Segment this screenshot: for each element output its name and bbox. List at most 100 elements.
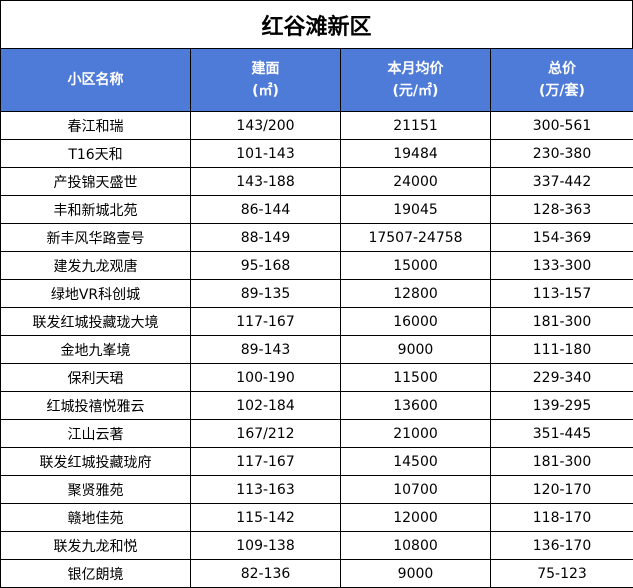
cell-price: 17507-24758 <box>340 223 491 252</box>
header-area-unit: (㎡) <box>252 83 279 99</box>
table-row: 保利天珺 100-190 11500 229-340 <box>0 363 633 392</box>
cell-area: 82-136 <box>190 559 341 588</box>
header-name: 小区名称 <box>0 48 191 112</box>
cell-price: 21000 <box>340 419 491 448</box>
cell-total: 337-442 <box>490 167 633 196</box>
cell-total: 136-170 <box>490 531 633 560</box>
cell-price: 19045 <box>340 195 491 224</box>
cell-area: 89-143 <box>190 335 341 364</box>
cell-price: 12800 <box>340 279 491 308</box>
cell-total: 181-300 <box>490 307 633 336</box>
table-row: T16天和 101-143 19484 230-380 <box>0 139 633 168</box>
table-row: 联发九龙和悦 109-138 10800 136-170 <box>0 531 633 560</box>
cell-area: 101-143 <box>190 139 341 168</box>
cell-name: 新丰风华路壹号 <box>0 223 191 252</box>
cell-area: 102-184 <box>190 391 341 420</box>
cell-name: 联发九龙和悦 <box>0 531 191 560</box>
table-row: 新丰风华路壹号 88-149 17507-24758 154-369 <box>0 223 633 252</box>
table-row: 联发红城投藏珑大境 117-167 16000 181-300 <box>0 307 633 336</box>
cell-price: 15000 <box>340 251 491 280</box>
cell-name: 产投锦天盛世 <box>0 167 191 196</box>
cell-total: 181-300 <box>490 447 633 476</box>
cell-area: 86-144 <box>190 195 341 224</box>
table-row: 建发九龙观唐 95-168 15000 133-300 <box>0 251 633 280</box>
table-row: 聚贤雅苑 113-163 10700 120-170 <box>0 475 633 504</box>
table-row: 春江和瑞 143/200 21151 300-561 <box>0 111 633 140</box>
header-price: 本月均价 (元/㎡) <box>340 48 491 112</box>
table-row: 红城投禧悦雅云 102-184 13600 139-295 <box>0 391 633 420</box>
cell-name: 金地九峯境 <box>0 335 191 364</box>
cell-name: 聚贤雅苑 <box>0 475 191 504</box>
cell-area: 117-167 <box>190 447 341 476</box>
cell-price: 14500 <box>340 447 491 476</box>
cell-area: 109-138 <box>190 531 341 560</box>
cell-area: 115-142 <box>190 503 341 532</box>
cell-total: 133-300 <box>490 251 633 280</box>
cell-name: 建发九龙观唐 <box>0 251 191 280</box>
cell-price: 19484 <box>340 139 491 168</box>
table-row: 赣地佳苑 115-142 12000 118-170 <box>0 503 633 532</box>
cell-total: 300-561 <box>490 111 633 140</box>
cell-area: 143/200 <box>190 111 341 140</box>
header-price-unit: (元/㎡) <box>392 83 439 99</box>
cell-total: 139-295 <box>490 391 633 420</box>
header-total-unit: (万/套) <box>539 83 585 99</box>
cell-area: 117-167 <box>190 307 341 336</box>
header-total: 总价 (万/套) <box>490 48 633 112</box>
cell-area: 143-188 <box>190 167 341 196</box>
cell-name: 江山云著 <box>0 419 191 448</box>
cell-name: 赣地佳苑 <box>0 503 191 532</box>
cell-total: 128-363 <box>490 195 633 224</box>
cell-total: 118-170 <box>490 503 633 532</box>
cell-name: 绿地VR科创城 <box>0 279 191 308</box>
cell-price: 16000 <box>340 307 491 336</box>
cell-total: 154-369 <box>490 223 633 252</box>
cell-price: 21151 <box>340 111 491 140</box>
housing-price-table: 小区名称 建面 (㎡) 本月均价 (元/㎡) 总价 (万/套) 春江和瑞 143/… <box>0 48 633 588</box>
cell-name: 联发红城投藏珑大境 <box>0 307 191 336</box>
cell-price: 10700 <box>340 475 491 504</box>
cell-name: 春江和瑞 <box>0 111 191 140</box>
table-row: 丰和新城北苑 86-144 19045 128-363 <box>0 195 633 224</box>
cell-area: 113-163 <box>190 475 341 504</box>
header-price-label: 本月均价 <box>387 61 444 77</box>
cell-price: 13600 <box>340 391 491 420</box>
cell-total: 113-157 <box>490 279 633 308</box>
cell-total: 229-340 <box>490 363 633 392</box>
cell-total: 351-445 <box>490 419 633 448</box>
cell-price: 24000 <box>340 167 491 196</box>
cell-price: 9000 <box>340 559 491 588</box>
cell-name: 丰和新城北苑 <box>0 195 191 224</box>
cell-total: 230-380 <box>490 139 633 168</box>
cell-total: 75-123 <box>490 559 633 588</box>
header-total-label: 总价 <box>548 61 576 77</box>
cell-name: 银亿朗境 <box>0 559 191 588</box>
table-row: 绿地VR科创城 89-135 12800 113-157 <box>0 279 633 308</box>
cell-area: 89-135 <box>190 279 341 308</box>
table-body: 春江和瑞 143/200 21151 300-561 T16天和 101-143 1948… <box>0 111 633 588</box>
cell-total: 120-170 <box>490 475 633 504</box>
cell-price: 11500 <box>340 363 491 392</box>
cell-name: 红城投禧悦雅云 <box>0 391 191 420</box>
table-row: 江山云著 167/212 21000 351-445 <box>0 419 633 448</box>
header-name-label: 小区名称 <box>67 72 124 88</box>
table-row: 金地九峯境 89-143 9000 111-180 <box>0 335 633 364</box>
cell-name: T16天和 <box>0 139 191 168</box>
table-title: 红谷滩新区 <box>0 0 633 48</box>
cell-area: 88-149 <box>190 223 341 252</box>
table-row: 联发红城投藏珑府 117-167 14500 181-300 <box>0 447 633 476</box>
cell-total: 111-180 <box>490 335 633 364</box>
table-header: 小区名称 建面 (㎡) 本月均价 (元/㎡) 总价 (万/套) <box>0 48 633 112</box>
cell-price: 10800 <box>340 531 491 560</box>
header-area-label: 建面 <box>251 61 280 77</box>
header-row: 小区名称 建面 (㎡) 本月均价 (元/㎡) 总价 (万/套) <box>0 48 633 112</box>
cell-name: 联发红城投藏珑府 <box>0 447 191 476</box>
cell-name: 保利天珺 <box>0 363 191 392</box>
cell-price: 9000 <box>340 335 491 364</box>
cell-area: 100-190 <box>190 363 341 392</box>
cell-area: 95-168 <box>190 251 341 280</box>
table-row: 银亿朗境 82-136 9000 75-123 <box>0 559 633 588</box>
cell-area: 167/212 <box>190 419 341 448</box>
header-area: 建面 (㎡) <box>190 48 341 112</box>
